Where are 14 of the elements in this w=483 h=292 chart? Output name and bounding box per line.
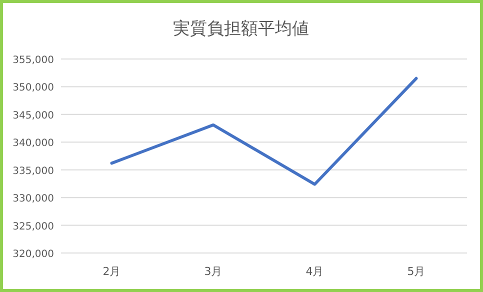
x-tick-label: 2月 xyxy=(102,265,121,278)
x-tick-label: 4月 xyxy=(306,265,324,278)
line-series xyxy=(110,76,418,186)
chart-title: 実質負担額平均値 xyxy=(173,19,309,39)
y-tick-label: 340,000 xyxy=(12,138,54,150)
x-tick-label: 3月 xyxy=(204,265,222,278)
y-tick-label: 325,000 xyxy=(12,221,54,232)
y-tick-label: 355,000 xyxy=(12,55,54,66)
y-tick-label: 345,000 xyxy=(12,110,54,122)
y-tick-label: 320,000 xyxy=(12,249,54,260)
y-tick-label: 330,000 xyxy=(12,194,54,205)
x-tick-label: 5月 xyxy=(407,265,426,278)
y-tick-label: 350,000 xyxy=(12,82,54,94)
y-tick-label: 335,000 xyxy=(12,166,54,177)
